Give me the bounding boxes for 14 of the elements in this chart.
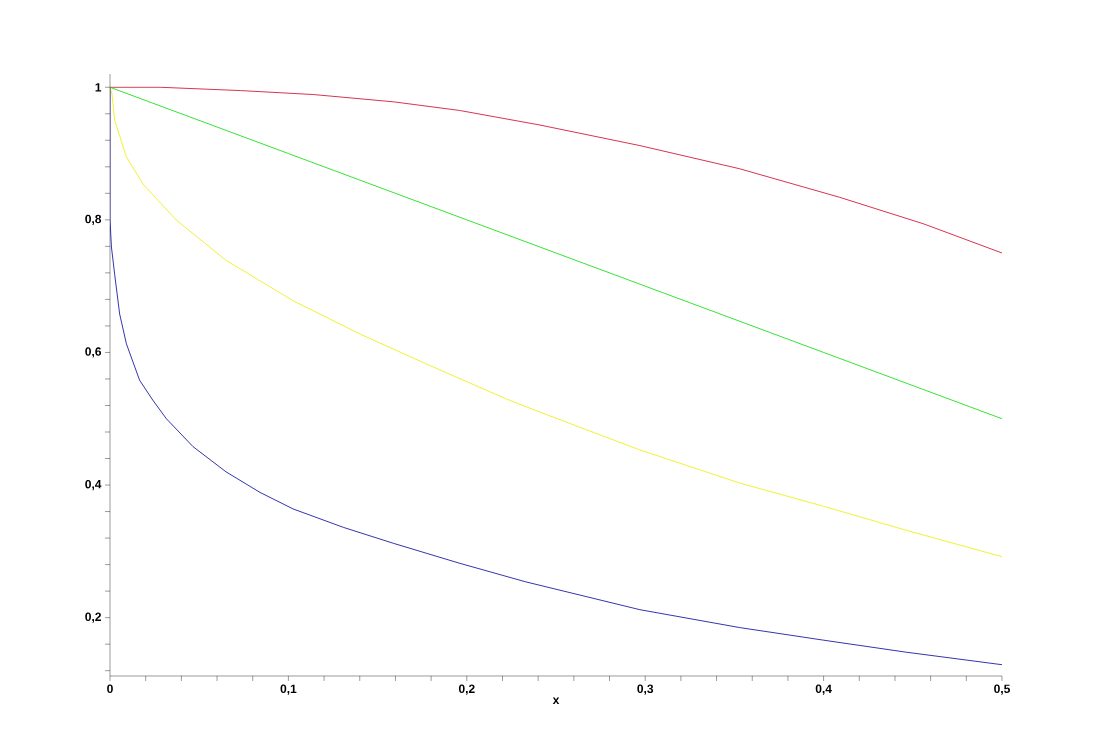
x-tick-label: 0,3	[637, 684, 654, 695]
x-tick-label: 0,2	[458, 684, 475, 695]
x-tick-label: 0,5	[994, 684, 1010, 695]
line-series	[110, 86, 1002, 420]
y-tick-label: 0,4	[85, 479, 102, 491]
y-tick-label: 0,2	[85, 612, 101, 623]
x-tick-label: 0,4	[815, 684, 832, 695]
y-tick-label: 0,8	[85, 214, 102, 225]
line-series	[110, 86, 1002, 254]
x-tick-label: 0,1	[280, 684, 297, 695]
x-tick-label: 0	[107, 684, 113, 694]
y-tick-label: 1	[95, 83, 102, 92]
x-axis-title: x	[552, 697, 560, 704]
y-tick-label: 0,6	[85, 347, 102, 358]
